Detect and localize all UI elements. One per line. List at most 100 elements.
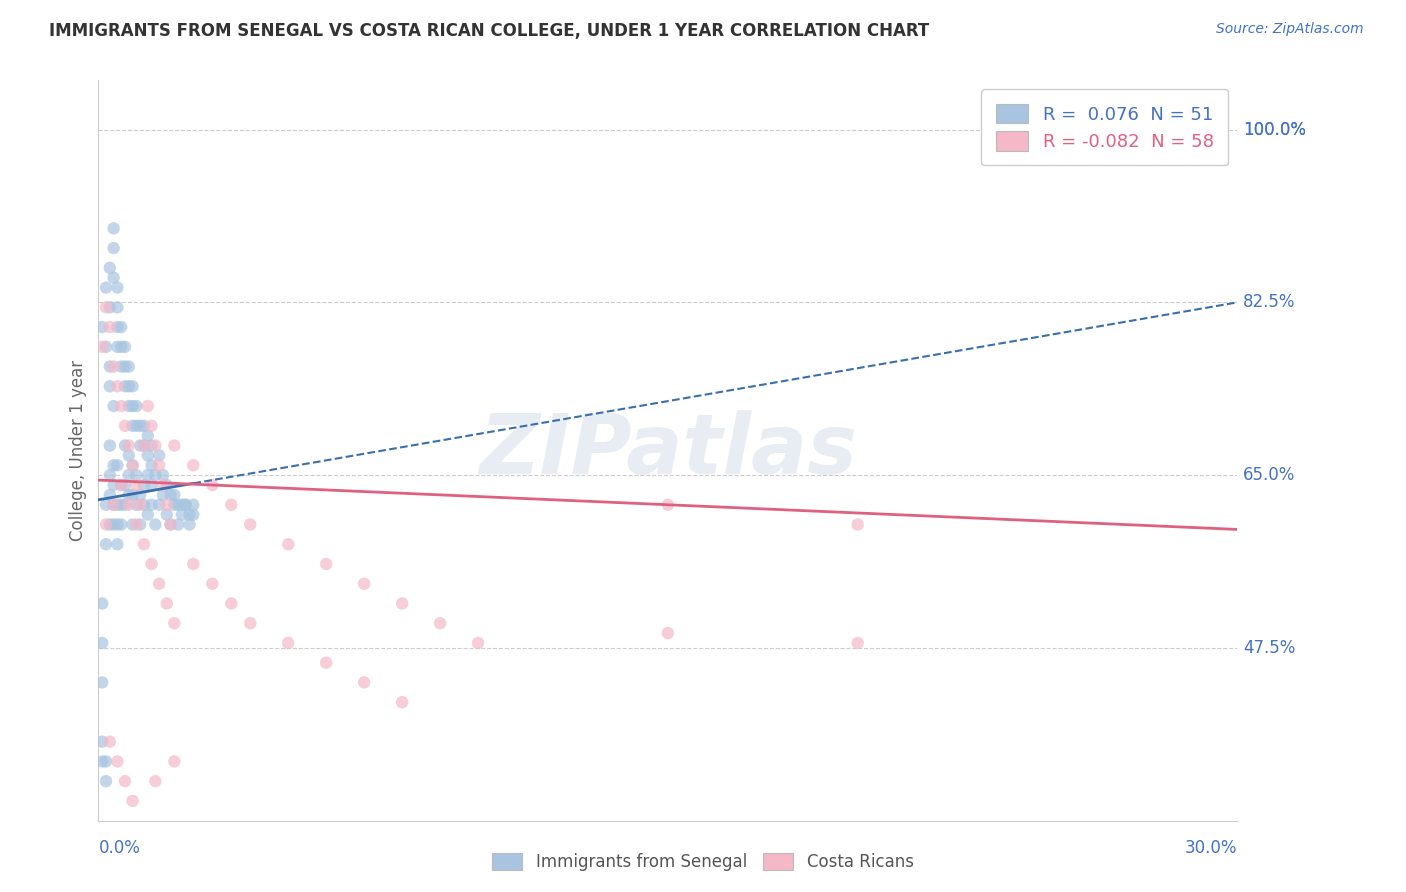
- Point: [103, 498, 125, 512]
- Point: [118, 498, 141, 512]
- Point: [98, 379, 121, 393]
- Point: [152, 478, 174, 492]
- Point: [103, 399, 125, 413]
- Point: [183, 508, 205, 522]
- Point: [114, 774, 136, 789]
- Point: [110, 498, 132, 512]
- Point: [174, 498, 197, 512]
- Point: [132, 438, 155, 452]
- Point: [163, 755, 186, 769]
- Point: [148, 449, 170, 463]
- Point: [145, 438, 167, 452]
- Point: [103, 458, 125, 473]
- Point: [98, 301, 121, 315]
- Point: [163, 488, 186, 502]
- Point: [221, 498, 243, 512]
- Point: [159, 517, 181, 532]
- Point: [163, 438, 186, 452]
- Point: [98, 320, 121, 334]
- Point: [132, 418, 155, 433]
- Point: [129, 498, 152, 512]
- Point: [657, 498, 679, 512]
- Point: [118, 359, 141, 374]
- Point: [121, 379, 143, 393]
- Point: [94, 537, 117, 551]
- Point: [91, 755, 114, 769]
- Point: [429, 616, 451, 631]
- Point: [114, 498, 136, 512]
- Point: [118, 468, 141, 483]
- Point: [103, 270, 125, 285]
- Point: [170, 508, 193, 522]
- Point: [156, 478, 179, 492]
- Point: [98, 517, 121, 532]
- Point: [148, 458, 170, 473]
- Point: [121, 458, 143, 473]
- Point: [94, 755, 117, 769]
- Point: [353, 675, 375, 690]
- Text: ZIPatlas: ZIPatlas: [479, 410, 856, 491]
- Point: [103, 498, 125, 512]
- Point: [118, 488, 141, 502]
- Point: [103, 359, 125, 374]
- Text: Source: ZipAtlas.com: Source: ZipAtlas.com: [1216, 22, 1364, 37]
- Point: [315, 557, 337, 571]
- Point: [156, 498, 179, 512]
- Point: [91, 734, 114, 748]
- Point: [156, 597, 179, 611]
- Point: [141, 478, 163, 492]
- Point: [141, 458, 163, 473]
- Point: [132, 498, 155, 512]
- Text: 47.5%: 47.5%: [1243, 639, 1295, 657]
- Point: [121, 794, 143, 808]
- Point: [391, 695, 413, 709]
- Point: [125, 468, 148, 483]
- Point: [170, 498, 193, 512]
- Point: [125, 399, 148, 413]
- Point: [121, 517, 143, 532]
- Point: [141, 438, 163, 452]
- Point: [141, 418, 163, 433]
- Point: [145, 468, 167, 483]
- Point: [148, 576, 170, 591]
- Point: [391, 597, 413, 611]
- Point: [129, 438, 152, 452]
- Point: [110, 517, 132, 532]
- Point: [94, 517, 117, 532]
- Point: [107, 379, 129, 393]
- Point: [114, 418, 136, 433]
- Point: [132, 438, 155, 452]
- Y-axis label: College, Under 1 year: College, Under 1 year: [69, 359, 87, 541]
- Point: [167, 517, 190, 532]
- Point: [201, 478, 224, 492]
- Point: [148, 498, 170, 512]
- Point: [114, 379, 136, 393]
- Point: [121, 488, 143, 502]
- Point: [136, 428, 159, 442]
- Text: 30.0%: 30.0%: [1185, 839, 1237, 857]
- Point: [91, 597, 114, 611]
- Text: IMMIGRANTS FROM SENEGAL VS COSTA RICAN COLLEGE, UNDER 1 YEAR CORRELATION CHART: IMMIGRANTS FROM SENEGAL VS COSTA RICAN C…: [49, 22, 929, 40]
- Point: [121, 418, 143, 433]
- Point: [94, 301, 117, 315]
- Point: [107, 280, 129, 294]
- Point: [183, 458, 205, 473]
- Point: [125, 517, 148, 532]
- Point: [145, 517, 167, 532]
- Point: [163, 498, 186, 512]
- Point: [110, 320, 132, 334]
- Point: [159, 517, 181, 532]
- Point: [846, 636, 869, 650]
- Point: [110, 478, 132, 492]
- Point: [179, 508, 201, 522]
- Point: [94, 498, 117, 512]
- Point: [110, 359, 132, 374]
- Point: [846, 517, 869, 532]
- Point: [353, 576, 375, 591]
- Point: [118, 379, 141, 393]
- Point: [152, 468, 174, 483]
- Point: [152, 488, 174, 502]
- Point: [94, 340, 117, 354]
- Point: [136, 468, 159, 483]
- Point: [315, 656, 337, 670]
